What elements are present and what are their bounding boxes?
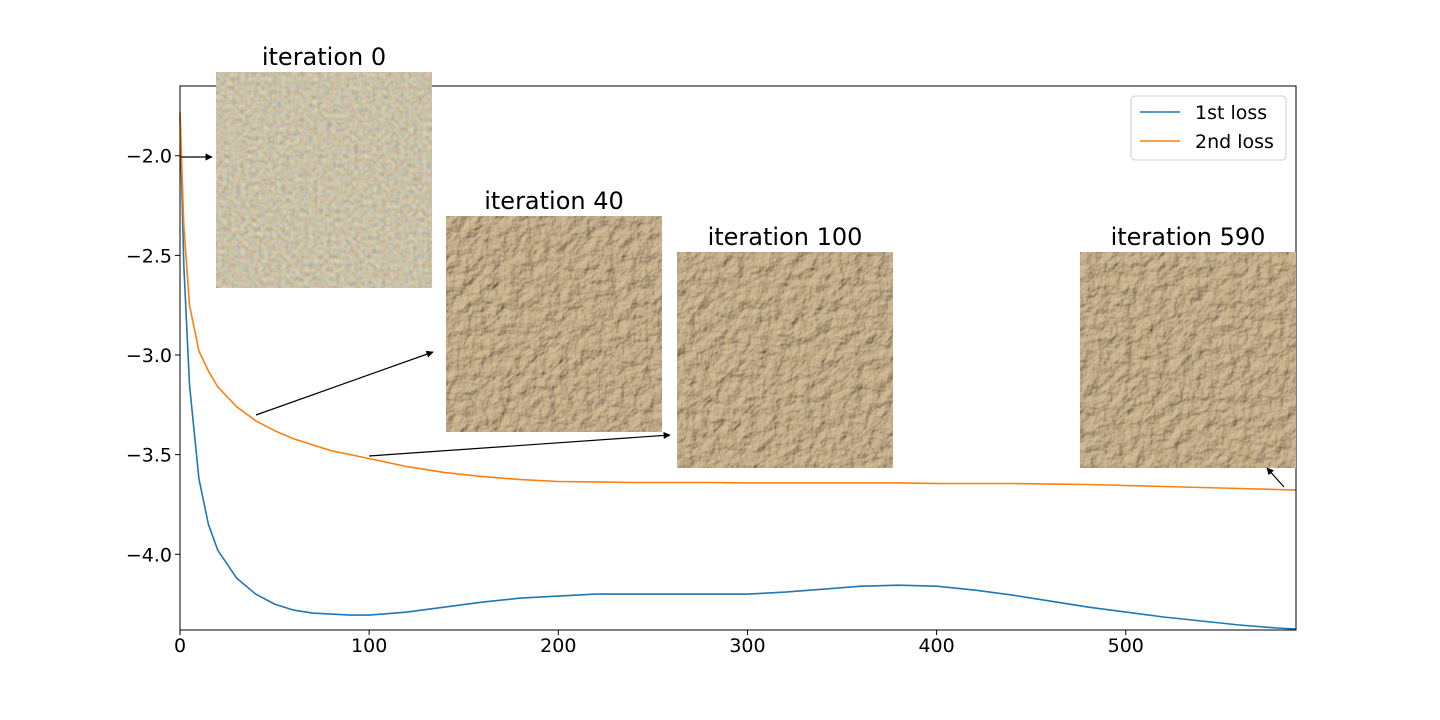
annotation-arrow-1 bbox=[255, 350, 434, 416]
y-tick-label: −4.0 bbox=[126, 544, 172, 566]
y-tick-label: −2.5 bbox=[126, 245, 172, 267]
x-tick-label: 0 bbox=[174, 635, 186, 657]
y-tick-label: −2.0 bbox=[126, 146, 172, 168]
series-layer bbox=[179, 111, 1297, 630]
inset-3: iteration 590 bbox=[1080, 223, 1296, 468]
series-line-1 bbox=[179, 115, 1297, 630]
annotation-arrow-3 bbox=[1266, 467, 1285, 488]
x-tick-label: 200 bbox=[540, 635, 576, 657]
x-tick-label: 500 bbox=[1108, 635, 1144, 657]
inset-layer: iteration 0 iteration 40 iteration 100 iter… bbox=[216, 43, 1296, 468]
annotation-arrow-2 bbox=[368, 431, 671, 457]
inset-title: iteration 100 bbox=[708, 223, 863, 251]
inset-title: iteration 40 bbox=[484, 187, 624, 215]
axes-layer: 0 100 200 300 400 500 −2.0 −2.5 −3.0 −3.5 −4.0 bbox=[126, 85, 1297, 657]
inset-2: iteration 100 bbox=[677, 223, 893, 468]
legend: 1st loss 2nd loss bbox=[1130, 95, 1287, 161]
inset-1: iteration 40 bbox=[446, 187, 662, 432]
inset-title: iteration 590 bbox=[1111, 223, 1266, 251]
x-tick-label: 100 bbox=[351, 635, 387, 657]
inset-image-texture bbox=[216, 72, 432, 288]
inset-0: iteration 0 bbox=[216, 43, 432, 288]
x-tick-label: 300 bbox=[729, 635, 765, 657]
series-line-2 bbox=[179, 111, 1297, 491]
inset-title: iteration 0 bbox=[262, 43, 386, 71]
y-tick-label: −3.0 bbox=[126, 345, 172, 367]
inset-image-texture bbox=[446, 216, 662, 432]
legend-label: 2nd loss bbox=[1195, 131, 1274, 153]
inset-image-texture bbox=[677, 252, 893, 468]
x-tick-label: 400 bbox=[918, 635, 954, 657]
arrow-layer bbox=[181, 153, 1285, 488]
y-tick-label: −3.5 bbox=[126, 445, 172, 467]
legend-label: 1st loss bbox=[1195, 102, 1267, 124]
inset-image-texture bbox=[1080, 252, 1296, 468]
